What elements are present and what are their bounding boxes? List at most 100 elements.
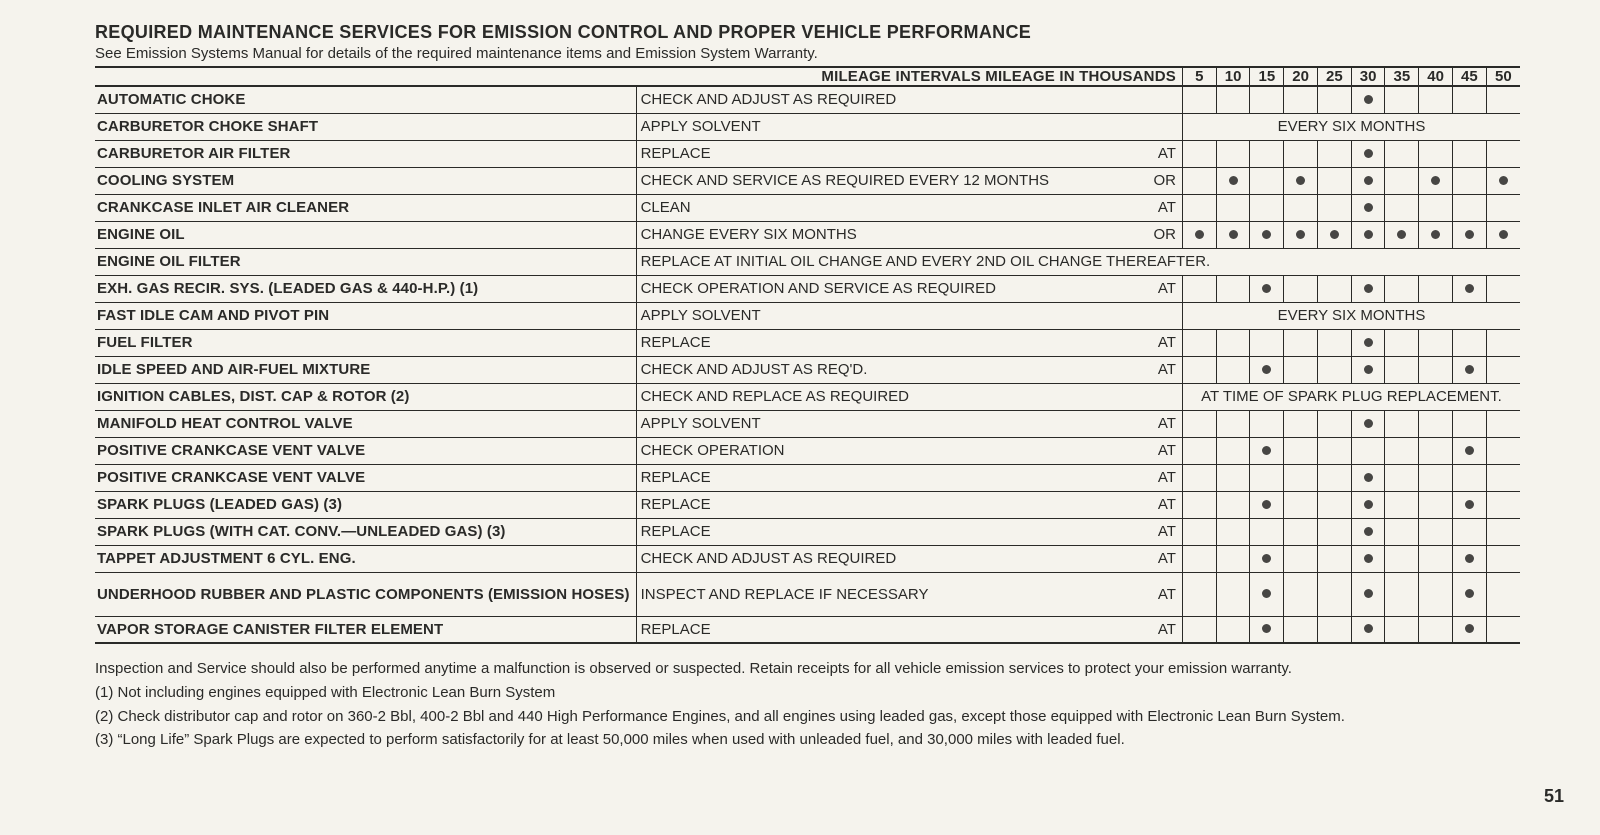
table-header-row: MILEAGE INTERVALS MILEAGE IN THOUSANDS51… (95, 67, 1520, 86)
service-action: REPLACE AT INITIAL OIL CHANGE AND EVERY … (636, 248, 1520, 275)
interval-cell (1250, 464, 1284, 491)
service-item: POSITIVE CRANKCASE VENT VALVE (95, 437, 636, 464)
service-suffix (1140, 86, 1182, 113)
interval-cell (1317, 518, 1351, 545)
interval-cell (1284, 491, 1318, 518)
interval-cell (1385, 464, 1419, 491)
interval-cell (1419, 545, 1453, 572)
service-item: MANIFOLD HEAT CONTROL VALVE (95, 410, 636, 437)
service-action: CHECK AND ADJUST AS REQUIRED (636, 86, 1140, 113)
interval-cell (1419, 356, 1453, 383)
interval-cell (1385, 437, 1419, 464)
table-row: ENGINE OIL FILTERREPLACE AT INITIAL OIL … (95, 248, 1520, 275)
interval-cell (1317, 140, 1351, 167)
footnote-line: Inspection and Service should also be pe… (95, 658, 1520, 680)
interval-cell (1182, 545, 1216, 572)
interval-cell (1182, 329, 1216, 356)
interval-cell (1419, 221, 1453, 248)
table-row: FAST IDLE CAM AND PIVOT PINAPPLY SOLVENT… (95, 302, 1520, 329)
dot-icon (1296, 176, 1305, 185)
interval-cell (1317, 437, 1351, 464)
interval-cell (1216, 275, 1250, 302)
service-action: CHECK AND ADJUST AS REQUIRED (636, 545, 1140, 572)
interval-cell (1452, 194, 1486, 221)
dot-icon (1262, 589, 1271, 598)
interval-cell (1486, 221, 1520, 248)
interval-cell (1216, 572, 1250, 616)
interval-cell (1419, 140, 1453, 167)
service-suffix: AT (1140, 545, 1182, 572)
interval-cell (1250, 167, 1284, 194)
interval-cell (1452, 437, 1486, 464)
dot-icon (1397, 230, 1406, 239)
interval-cell (1419, 275, 1453, 302)
interval-cell (1452, 491, 1486, 518)
service-suffix: OR (1140, 221, 1182, 248)
interval-cell (1317, 329, 1351, 356)
service-suffix: AT (1140, 437, 1182, 464)
interval-cell (1216, 167, 1250, 194)
interval-cell (1250, 140, 1284, 167)
interval-cell (1182, 410, 1216, 437)
interval-cell (1182, 86, 1216, 113)
table-row: CARBURETOR AIR FILTERREPLACEAT (95, 140, 1520, 167)
interval-cell (1182, 356, 1216, 383)
mileage-col-10: 10 (1216, 67, 1250, 86)
interval-cell (1419, 329, 1453, 356)
interval-cell (1452, 329, 1486, 356)
interval-cell (1182, 194, 1216, 221)
interval-cell (1486, 194, 1520, 221)
mileage-col-50: 50 (1486, 67, 1520, 86)
footnotes: Inspection and Service should also be pe… (95, 658, 1520, 751)
interval-cell (1216, 221, 1250, 248)
dot-icon (1465, 446, 1474, 455)
interval-cell (1182, 518, 1216, 545)
dot-icon (1364, 419, 1373, 428)
service-suffix: AT (1140, 410, 1182, 437)
table-row: ENGINE OILCHANGE EVERY SIX MONTHSOR (95, 221, 1520, 248)
service-action: REPLACE (636, 140, 1140, 167)
service-suffix: AT (1140, 572, 1182, 616)
service-action: CHECK OPERATION AND SERVICE AS REQUIRED (636, 275, 1140, 302)
interval-cell (1216, 140, 1250, 167)
interval-cell (1284, 572, 1318, 616)
interval-cell (1182, 616, 1216, 643)
interval-cell (1486, 464, 1520, 491)
dot-icon (1229, 230, 1238, 239)
mileage-col-5: 5 (1182, 67, 1216, 86)
service-action: REPLACE (636, 616, 1140, 643)
interval-cell (1419, 518, 1453, 545)
interval-cell (1351, 437, 1385, 464)
interval-cell (1351, 464, 1385, 491)
interval-cell (1351, 167, 1385, 194)
table-row: MANIFOLD HEAT CONTROL VALVEAPPLY SOLVENT… (95, 410, 1520, 437)
interval-cell (1182, 464, 1216, 491)
interval-cell (1250, 518, 1284, 545)
table-row: CRANKCASE INLET AIR CLEANERCLEANAT (95, 194, 1520, 221)
interval-cell (1216, 616, 1250, 643)
interval-cell (1317, 491, 1351, 518)
service-action: APPLY SOLVENT (636, 410, 1140, 437)
interval-cell (1250, 616, 1284, 643)
interval-cell (1216, 410, 1250, 437)
interval-cell (1284, 140, 1318, 167)
service-action: INSPECT AND REPLACE IF NECESSARY (636, 572, 1140, 616)
interval-cell (1351, 616, 1385, 643)
interval-cell (1284, 275, 1318, 302)
interval-cell (1284, 86, 1318, 113)
interval-cell (1419, 167, 1453, 194)
interval-cell (1486, 275, 1520, 302)
interval-cell (1385, 167, 1419, 194)
service-item: IDLE SPEED AND AIR-FUEL MIXTURE (95, 356, 636, 383)
interval-cell (1385, 221, 1419, 248)
interval-cell (1452, 275, 1486, 302)
service-action: CLEAN (636, 194, 1140, 221)
interval-cell (1385, 572, 1419, 616)
service-action: CHECK AND SERVICE AS REQUIRED EVERY 12 M… (636, 167, 1140, 194)
dot-icon (1465, 624, 1474, 633)
interval-cell (1250, 329, 1284, 356)
mileage-col-45: 45 (1452, 67, 1486, 86)
interval-cell (1250, 491, 1284, 518)
interval-cell (1216, 464, 1250, 491)
service-item: SPARK PLUGS (LEADED GAS) (3) (95, 491, 636, 518)
